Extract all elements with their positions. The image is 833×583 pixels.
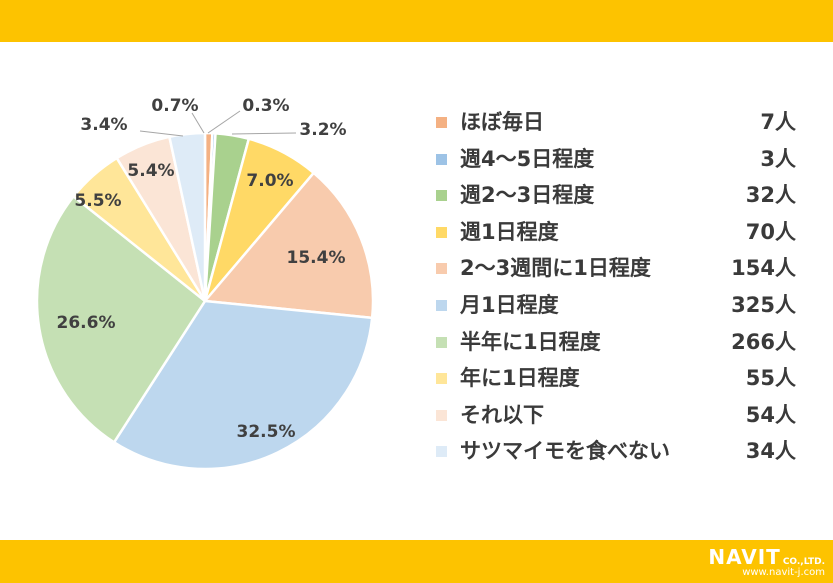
legend-swatch (436, 446, 447, 458)
brand-url: www.navit-j.com (742, 567, 825, 578)
legend-label: 週2～3日程度 (460, 183, 595, 208)
legend-item: サツマイモを食べない 34人 (436, 433, 816, 470)
legend-swatch (436, 117, 447, 128)
data-label: 5.5% (74, 191, 121, 211)
legend-count: 154人 (731, 256, 796, 281)
data-label: 32.5% (237, 422, 296, 442)
legend-count: 32人 (745, 183, 796, 208)
data-label: 3.2% (299, 120, 346, 140)
brand-logo: NAVIT CO.,LTD. www.navit-j.com (708, 545, 825, 578)
legend-swatch (436, 336, 447, 348)
legend-label: 週1日程度 (460, 219, 559, 244)
legend-label: それ以下 (460, 402, 544, 427)
legend-label: 2～3週間に1日程度 (460, 256, 651, 281)
legend-swatch (436, 226, 447, 238)
legend-count: 34人 (745, 439, 796, 464)
legend-count: 7人 (760, 110, 796, 134)
brand-suffix: CO.,LTD. (782, 557, 825, 567)
legend-count: 3人 (760, 146, 796, 171)
legend-count: 266人 (731, 329, 796, 354)
legend-count: 325人 (731, 292, 796, 317)
brand-logo-text: NAVIT (708, 545, 781, 569)
leader-line (207, 110, 241, 134)
legend-item: 2～3週間に1日程度 154人 (436, 250, 816, 287)
legend-item: 年に1日程度 55人 (436, 360, 816, 397)
legend-swatch (436, 263, 447, 275)
data-label: 3.4% (80, 115, 127, 135)
bottom-banner (0, 540, 833, 583)
chart-legend: ほぼ毎日 7人週4～5日程度 3人週2～3日程度 32人週1日程度 70人 2～3週間に1… (436, 104, 816, 470)
leader-line (139, 130, 184, 137)
data-label: 7.0% (246, 171, 293, 191)
data-label: 5.4% (127, 161, 174, 181)
legend-item: 月1日程度 325人 (436, 287, 816, 324)
legend-item: 週1日程度 70人 (436, 214, 816, 251)
pie-slice (202, 171, 375, 320)
data-label: 0.3% (242, 96, 289, 116)
leader-line (191, 112, 205, 134)
legend-label: ほぼ毎日 (460, 110, 544, 134)
top-banner (0, 0, 833, 42)
legend-swatch (436, 373, 447, 385)
legend-swatch (436, 299, 447, 311)
data-label: 0.7% (151, 96, 198, 116)
pie-chart: 0.7% 0.3% 3.2% 7.0% 15.4% 32.5% 26.6% 5.5% 5.4% 3… (35, 96, 375, 471)
leader-line (231, 132, 297, 135)
legend-label: 半年に1日程度 (460, 329, 601, 354)
pie-slice (167, 131, 207, 302)
legend-item: 半年に1日程度 266人 (436, 324, 816, 361)
legend-swatch (436, 153, 447, 165)
legend-item: それ以下 54人 (436, 397, 816, 434)
legend-label: 年に1日程度 (460, 366, 580, 391)
legend-item: 週2～3日程度 32人 (436, 177, 816, 214)
legend-count: 70人 (745, 219, 796, 244)
legend-item: 週4～5日程度 3人 (436, 141, 816, 178)
legend-label: 月1日程度 (460, 292, 559, 317)
data-label: 15.4% (287, 248, 346, 268)
legend-label: サツマイモを食べない (460, 439, 670, 464)
legend-item: ほぼ毎日 7人 (436, 104, 816, 141)
legend-swatch (436, 190, 447, 202)
data-label: 26.6% (57, 313, 116, 333)
legend-swatch (436, 409, 447, 421)
legend-count: 55人 (745, 366, 796, 391)
legend-label: 週4～5日程度 (460, 146, 595, 171)
pie-slice (35, 194, 207, 445)
legend-count: 54人 (745, 402, 796, 427)
